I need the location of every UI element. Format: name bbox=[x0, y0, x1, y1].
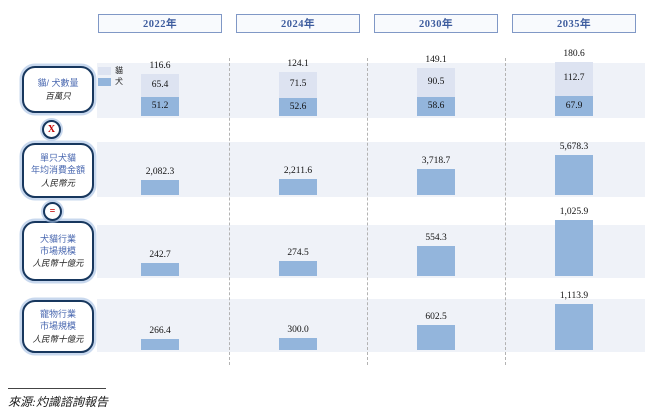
bar-value-label: 3,718.7 bbox=[421, 155, 451, 166]
column-separator bbox=[229, 58, 230, 365]
bar-value-label: 300.0 bbox=[287, 324, 309, 335]
bar bbox=[141, 339, 179, 350]
row-label-text: 寵物行業 bbox=[39, 309, 76, 320]
bar-value-label: 5,678.3 bbox=[559, 142, 589, 153]
bar bbox=[417, 168, 455, 195]
bar bbox=[555, 155, 593, 195]
bar-cat-segment: 90.5 bbox=[417, 67, 455, 97]
row-label-text: 市場規模 bbox=[39, 245, 76, 256]
bar-total-label: 149.1 bbox=[425, 54, 447, 65]
bar bbox=[417, 245, 455, 276]
bar-value-label: 554.3 bbox=[425, 232, 447, 243]
column-separator bbox=[505, 58, 506, 365]
row-label-text: 年均消費金額 bbox=[30, 165, 85, 176]
legend-label-cat: 貓 bbox=[115, 66, 123, 75]
row-label-text: 犬貓行業 bbox=[39, 233, 76, 244]
bar-value-label: 242.7 bbox=[149, 249, 171, 260]
row-label-pet-market: 寵物行業 市場規模 人民幣十億元 bbox=[22, 300, 94, 353]
bar-value-label: 2,082.3 bbox=[145, 167, 175, 178]
bar-value-label: 1,113.9 bbox=[559, 291, 589, 302]
bar bbox=[279, 261, 317, 276]
row-label-annual-spend: 單只犬貓 年均消費金額 人民幣元 bbox=[22, 143, 94, 198]
bar-dog-segment: 51.2 bbox=[141, 97, 179, 116]
bar-value-label: 274.5 bbox=[287, 248, 309, 258]
legend: 貓 犬 bbox=[98, 65, 123, 87]
bar-dog-segment: 67.9 bbox=[555, 95, 593, 116]
row-unit-text: 人民幣十億元 bbox=[32, 333, 84, 344]
source-note: 來源:灼識諮詢報告 bbox=[8, 395, 108, 409]
row-label-text: 單只犬貓 bbox=[39, 153, 76, 164]
legend-item-dog: 犬 bbox=[98, 76, 123, 87]
row-unit-text: 百萬只 bbox=[45, 90, 71, 101]
year-header-2022: 2022年 bbox=[98, 14, 222, 33]
cat-swatch-icon bbox=[98, 66, 111, 75]
bar-cat-segment: 112.7 bbox=[555, 61, 593, 96]
row-unit-text: 人民幣元 bbox=[40, 177, 75, 188]
equals-operator-icon: = bbox=[43, 202, 62, 221]
bar bbox=[417, 325, 455, 350]
row-label-text: 貓/ 犬數量 bbox=[37, 78, 79, 89]
row-band bbox=[97, 63, 645, 118]
legend-item-cat: 貓 bbox=[98, 65, 123, 76]
row-band bbox=[97, 142, 645, 197]
bar bbox=[279, 179, 317, 195]
bar-cat-segment: 65.4 bbox=[141, 73, 179, 98]
dog-swatch-icon bbox=[98, 77, 111, 86]
row-unit-text: 人民幣十億元 bbox=[32, 258, 84, 269]
bar bbox=[555, 304, 593, 350]
row-band bbox=[97, 225, 645, 278]
year-header-2030: 2030年 bbox=[374, 14, 498, 33]
bar-total-label: 180.6 bbox=[563, 48, 585, 59]
bar bbox=[141, 180, 179, 195]
source-divider bbox=[8, 388, 106, 389]
bar-total-label: 116.6 bbox=[149, 60, 171, 71]
year-header-2024: 2024年 bbox=[236, 14, 360, 33]
bar-value-label: 1,025.9 bbox=[559, 206, 589, 217]
bar-value-label: 266.4 bbox=[149, 326, 171, 337]
year-header-2035: 2035年 bbox=[512, 14, 636, 33]
bar bbox=[279, 337, 317, 350]
bar-dog-segment: 58.6 bbox=[417, 97, 455, 116]
row-band bbox=[97, 299, 645, 352]
row-label-dog-cat-market: 犬貓行業 市場規模 人民幣十億元 bbox=[22, 221, 94, 281]
bar bbox=[141, 262, 179, 276]
row-label-text: 市場規模 bbox=[39, 321, 76, 332]
bar-total-label: 124.1 bbox=[287, 59, 309, 70]
row-label-cat-dog-population: 貓/ 犬數量 百萬只 bbox=[22, 66, 94, 113]
bar-value-label: 602.5 bbox=[425, 312, 447, 323]
column-separator bbox=[367, 58, 368, 365]
bar-dog-segment: 52.6 bbox=[279, 97, 317, 116]
bar-value-label: 2,211.6 bbox=[283, 166, 313, 177]
bar-cat-segment: 71.5 bbox=[279, 72, 317, 98]
multiply-operator-icon: X bbox=[42, 120, 61, 139]
bar bbox=[555, 219, 593, 276]
legend-label-dog: 犬 bbox=[115, 77, 123, 86]
